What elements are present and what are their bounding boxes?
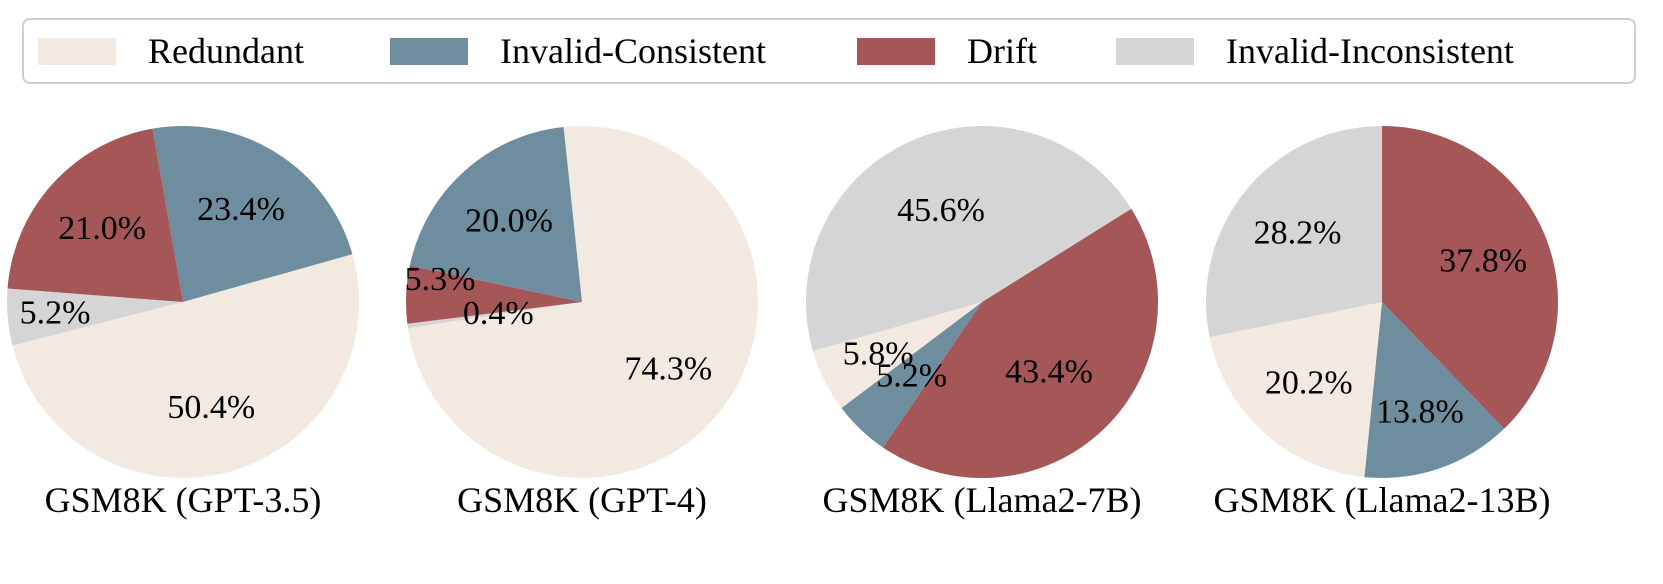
pie-slice-label: 37.8% — [1439, 243, 1527, 280]
pie-chart-title: GSM8K (Llama2-13B) — [1214, 480, 1551, 520]
pie-chart-1: 23.4% 50.4% 5.2% 21.0% GSM8K (GPT-3.5) — [7, 125, 359, 520]
pie-slice-drift — [1382, 126, 1558, 429]
legend-label-invalid-consistent: Invalid-Consistent — [500, 31, 766, 71]
pie-slice-redundant — [812, 302, 982, 409]
pie-slice-redundant — [12, 254, 359, 478]
pie-slice-label: 5.2% — [876, 357, 947, 394]
pie-slice-invalid-consistent — [841, 302, 982, 448]
pie-slice-redundant — [407, 126, 758, 479]
pie-slice-label: 43.4% — [1005, 353, 1093, 390]
pie-slice-invalid-inconsistent — [806, 126, 1132, 351]
pie-slice-invalid-inconsistent — [407, 302, 582, 329]
legend-label-invalid-inconsistent: Invalid-Inconsistent — [1226, 31, 1514, 71]
pie-chart-3: 43.4% 5.2%5.8% 45.6% GSM8K (Llama2-7B) — [806, 126, 1159, 520]
pie-slice-invalid-consistent — [152, 125, 353, 302]
pie-slice-invalid-consistent — [1364, 302, 1505, 478]
pie-slice-invalid-inconsistent — [1206, 126, 1382, 338]
pie-chart-title: GSM8K (Llama2-7B) — [823, 480, 1142, 520]
pie-slice-label: 50.4% — [167, 389, 255, 426]
pie-slice-label: 23.4% — [197, 191, 285, 228]
pie-slice-label: 13.8% — [1376, 393, 1464, 430]
pie-slice-label: 20.0% — [465, 202, 553, 239]
pie-slice-label: 5.3% — [405, 261, 476, 298]
pie-chart-2: 74.3% 0.4%5.3% 20.0% GSM8K (GPT-4) — [405, 126, 758, 520]
legend-entry-invalid-inconsistent: Invalid-Inconsistent — [1116, 20, 1514, 82]
legend-label-redundant: Redundant — [148, 31, 304, 71]
pie-slice-invalid-consistent — [409, 126, 582, 303]
legend: Redundant Invalid-Consistent Drift Inval… — [22, 18, 1636, 84]
pie-slice-label: 74.3% — [624, 350, 712, 387]
legend-label-drift: Drift — [967, 31, 1037, 71]
legend-entry-invalid-consistent: Invalid-Consistent — [390, 20, 766, 82]
legend-swatch-invalid-inconsistent — [1116, 37, 1194, 65]
pie-slice-drift — [882, 208, 1159, 479]
pie-slice-label: 5.8% — [843, 336, 914, 373]
pie-slice-label: 5.2% — [20, 295, 91, 332]
pie-slice-redundant — [1209, 302, 1382, 478]
pie-chart-4: 37.8% 13.8% 20.2% 28.2% GSM8K (Llama2-13B) — [1206, 126, 1558, 520]
legend-swatch-redundant — [38, 37, 116, 65]
pie-slice-label: 21.0% — [58, 210, 146, 247]
pie-slice-label: 20.2% — [1265, 364, 1353, 401]
pie-slice-label: 45.6% — [897, 192, 985, 229]
legend-entry-redundant: Redundant — [38, 20, 304, 82]
pie-chart-title: GSM8K (GPT-3.5) — [45, 480, 322, 520]
legend-swatch-drift — [857, 37, 935, 65]
pie-slice-drift — [406, 265, 582, 324]
legend-entry-drift: Drift — [857, 20, 1037, 82]
pie-slice-label: 0.4% — [463, 295, 534, 332]
pie-slice-label: 28.2% — [1254, 214, 1342, 251]
pie-slice-invalid-inconsistent — [7, 288, 184, 346]
legend-swatch-invalid-consistent — [390, 37, 468, 65]
pie-slice-drift — [7, 128, 183, 302]
pie-chart-title: GSM8K (GPT-4) — [457, 480, 707, 520]
